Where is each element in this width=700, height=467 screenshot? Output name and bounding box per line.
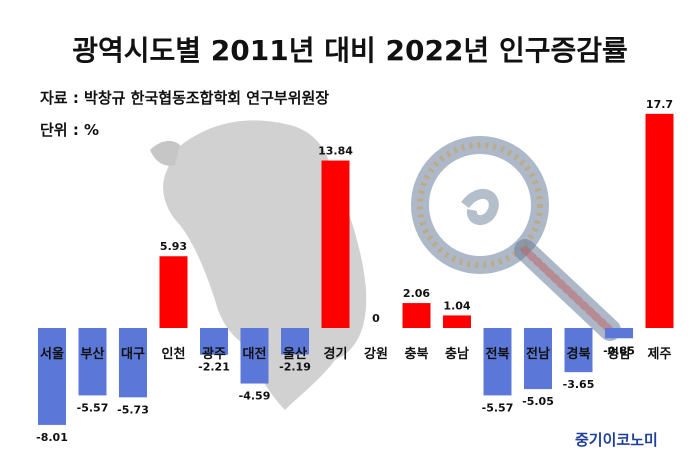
value-label: 17.7 <box>646 98 673 111</box>
brand-logo: 중기이코노미 <box>575 431 658 449</box>
bar-인천 <box>159 256 188 328</box>
category-label: 경북 <box>567 346 591 362</box>
category-label: 대전 <box>243 346 267 362</box>
value-label: -8.01 <box>36 431 68 444</box>
bar-경남 <box>605 328 633 339</box>
bar-대전 <box>240 328 269 384</box>
value-label: -0.85 <box>603 344 635 357</box>
category-label: 경기 <box>324 346 348 362</box>
chart-source: 자료 : 박창규 한국협동조합학회 연구부위원장 <box>40 89 329 107</box>
category-label: 충북 <box>405 346 429 362</box>
bar-충북 <box>402 303 431 328</box>
category-label: 부산 <box>81 346 105 362</box>
value-label: 1.04 <box>443 299 470 312</box>
bar-부산 <box>78 328 107 396</box>
value-label: -5.73 <box>117 403 149 416</box>
bar-전북 <box>483 328 512 396</box>
value-label: 5.93 <box>160 240 187 253</box>
magnifier-crowd-image <box>411 136 621 341</box>
bars-group <box>38 113 674 425</box>
bar-대구 <box>119 328 147 398</box>
value-label: 13.84 <box>318 145 353 158</box>
category-label: 경남 <box>607 346 631 362</box>
bar-충남 <box>443 315 471 328</box>
value-label: -5.05 <box>522 395 554 408</box>
bar-경기 <box>321 160 350 328</box>
bar-전남 <box>524 328 552 390</box>
bar-제주 <box>645 113 674 328</box>
value-label: -5.57 <box>482 401 514 414</box>
bar-울산 <box>281 328 309 355</box>
category-label: 강원 <box>364 346 388 362</box>
bar-경북 <box>564 328 593 373</box>
value-label: -2.21 <box>198 361 230 374</box>
value-label: -3.65 <box>563 378 595 391</box>
category-label: 서울 <box>40 346 64 362</box>
category-label: 인천 <box>162 346 186 362</box>
category-label: 대구 <box>121 347 145 362</box>
category-label: 전북 <box>486 346 510 362</box>
chart-title: 광역시도별 2011년 대비 2022년 인구증감률 <box>72 34 628 67</box>
value-label: -5.57 <box>77 401 109 414</box>
value-label: 0 <box>372 312 380 325</box>
category-label: 충남 <box>445 346 469 362</box>
category-label: 광주 <box>202 347 226 362</box>
value-label: -2.19 <box>279 360 311 373</box>
value-label: 2.06 <box>403 287 430 300</box>
chart-unit: 단위 : % <box>40 121 99 139</box>
bar-광주 <box>200 328 228 355</box>
category-label: 전남 <box>526 346 550 362</box>
bar-서울 <box>38 328 66 425</box>
category-label: 제주 <box>648 347 672 362</box>
value-label: -4.59 <box>239 390 271 403</box>
labels-group: 서울 -8.01 부산 -5.57 대구 -5.73 인천 5.93 광주-2.21 대전 -4.5… <box>36 98 673 444</box>
korea-map-crowd-image <box>150 120 367 410</box>
category-label: 울산 <box>283 346 307 362</box>
